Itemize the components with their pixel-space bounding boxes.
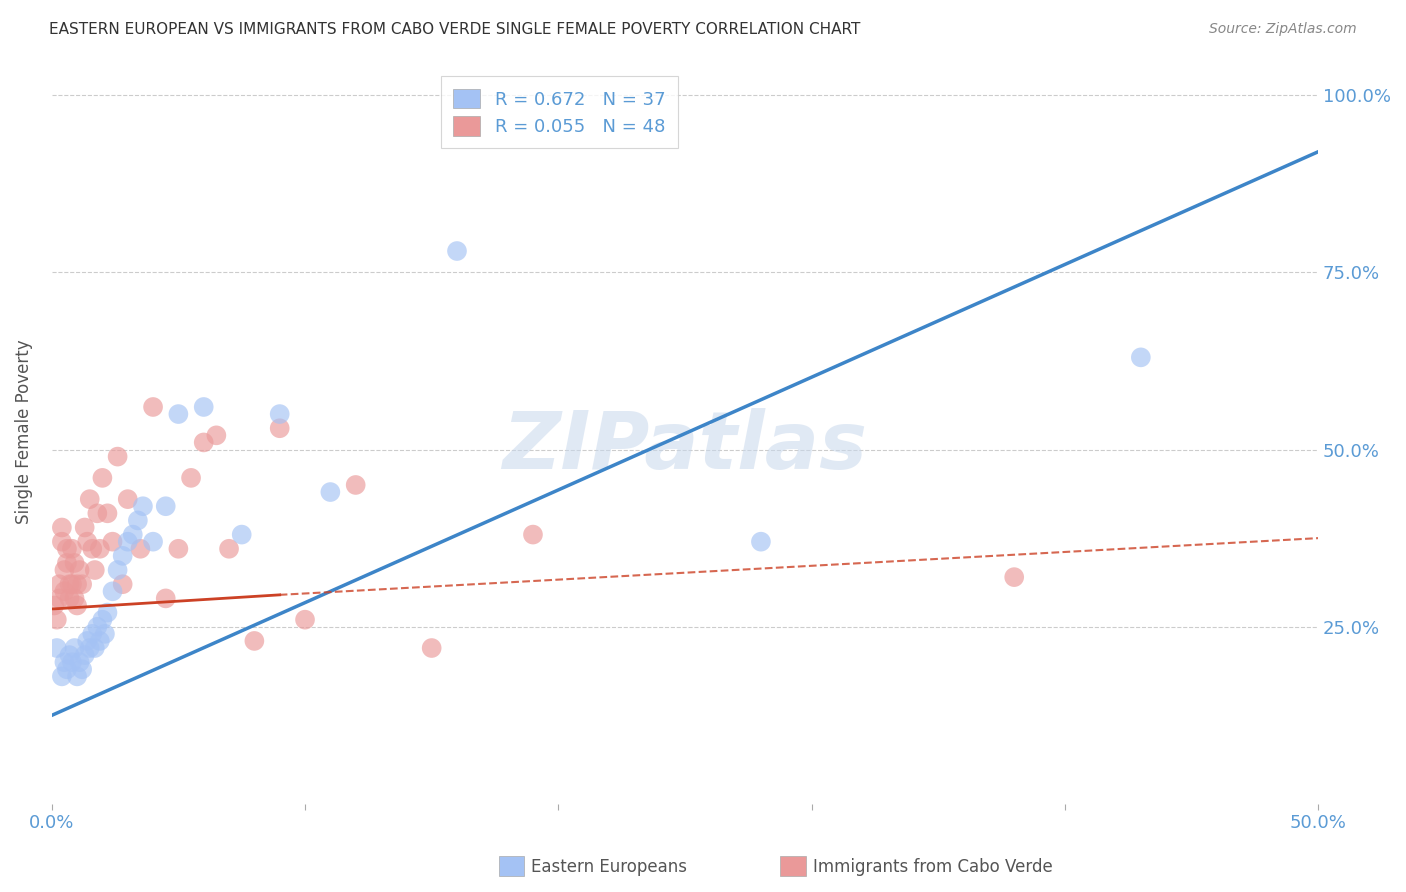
Point — [66, 669, 89, 683]
Legend: R = 0.672   N = 37, R = 0.055   N = 48: R = 0.672 N = 37, R = 0.055 N = 48 — [440, 76, 678, 148]
Y-axis label: Single Female Poverty: Single Female Poverty — [15, 340, 32, 524]
Point — [58, 577, 80, 591]
Point — [94, 627, 117, 641]
Point — [60, 655, 83, 669]
Point — [53, 563, 76, 577]
Point — [96, 606, 118, 620]
Point — [63, 640, 86, 655]
Point — [51, 534, 73, 549]
Point — [83, 640, 105, 655]
Point — [45, 640, 67, 655]
Text: ZIPatlas: ZIPatlas — [502, 408, 868, 485]
Point — [79, 492, 101, 507]
Point — [63, 556, 86, 570]
Point — [269, 421, 291, 435]
Text: EASTERN EUROPEAN VS IMMIGRANTS FROM CABO VERDE SINGLE FEMALE POVERTY CORRELATION: EASTERN EUROPEAN VS IMMIGRANTS FROM CABO… — [49, 22, 860, 37]
Point — [70, 577, 93, 591]
Point — [69, 655, 91, 669]
Point — [66, 599, 89, 613]
Point — [86, 620, 108, 634]
Point — [58, 591, 80, 606]
Point — [231, 527, 253, 541]
Text: Eastern Europeans: Eastern Europeans — [531, 858, 688, 876]
Point — [56, 556, 79, 570]
Point — [51, 520, 73, 534]
Point — [107, 450, 129, 464]
Point — [73, 520, 96, 534]
Point — [344, 478, 367, 492]
Point — [89, 634, 111, 648]
Point — [82, 627, 104, 641]
Point — [142, 400, 165, 414]
Point — [107, 563, 129, 577]
Point — [101, 584, 124, 599]
Point — [89, 541, 111, 556]
Point — [86, 506, 108, 520]
Point — [269, 407, 291, 421]
Point — [127, 513, 149, 527]
Point — [63, 591, 86, 606]
Point — [117, 534, 139, 549]
Point — [243, 634, 266, 648]
Point — [121, 527, 143, 541]
Point — [294, 613, 316, 627]
Point — [111, 577, 134, 591]
Point — [193, 435, 215, 450]
Point — [53, 584, 76, 599]
Point — [83, 563, 105, 577]
Point — [91, 471, 114, 485]
Point — [58, 648, 80, 662]
Point — [155, 591, 177, 606]
Point — [44, 599, 66, 613]
Point — [180, 471, 202, 485]
Point — [142, 534, 165, 549]
Point — [60, 577, 83, 591]
Point — [129, 541, 152, 556]
Point — [117, 492, 139, 507]
Point — [132, 500, 155, 514]
Point — [48, 577, 70, 591]
Point — [205, 428, 228, 442]
Point — [1129, 351, 1152, 365]
Point — [1002, 570, 1025, 584]
Point — [60, 541, 83, 556]
Point — [155, 500, 177, 514]
Point — [420, 640, 443, 655]
Point — [69, 563, 91, 577]
Point — [91, 613, 114, 627]
Point — [56, 662, 79, 676]
Point — [56, 541, 79, 556]
Point — [319, 485, 342, 500]
Point — [101, 534, 124, 549]
Point — [70, 662, 93, 676]
Point — [76, 534, 98, 549]
Point — [193, 400, 215, 414]
Point — [446, 244, 468, 258]
Point — [53, 655, 76, 669]
Point — [66, 577, 89, 591]
Point — [48, 591, 70, 606]
Point — [45, 613, 67, 627]
Point — [522, 527, 544, 541]
Point — [167, 407, 190, 421]
Point — [51, 669, 73, 683]
Point — [167, 541, 190, 556]
Point — [749, 534, 772, 549]
Point — [76, 634, 98, 648]
Point — [111, 549, 134, 563]
Point — [96, 506, 118, 520]
Point — [82, 541, 104, 556]
Text: Source: ZipAtlas.com: Source: ZipAtlas.com — [1209, 22, 1357, 37]
Point — [73, 648, 96, 662]
Point — [218, 541, 240, 556]
Text: Immigrants from Cabo Verde: Immigrants from Cabo Verde — [813, 858, 1053, 876]
Point — [79, 640, 101, 655]
